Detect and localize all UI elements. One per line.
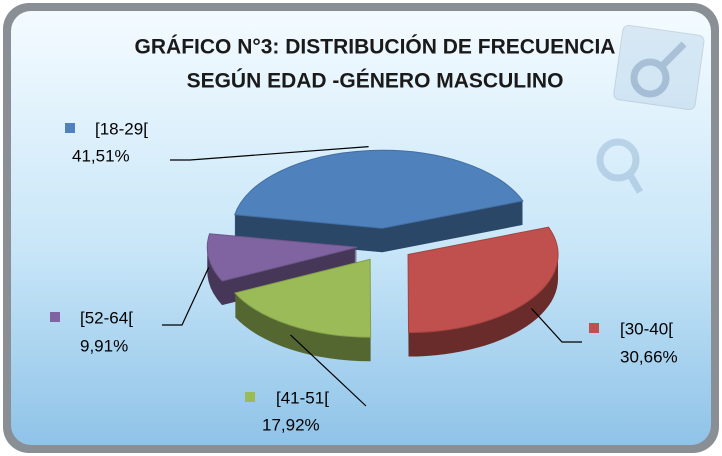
- leader-line: [531, 308, 582, 343]
- legend-swatch: [245, 392, 255, 402]
- legend-swatch: [589, 323, 599, 333]
- slice: [407, 226, 559, 334]
- slice: [234, 149, 524, 229]
- value-label: 41,51%: [72, 146, 130, 165]
- legend-swatch: [65, 123, 75, 133]
- value-label: 30,66%: [620, 347, 678, 366]
- chart-title: SEGÚN EDAD -GÉNERO MASCULINO: [187, 69, 564, 93]
- category-label: [52-64[: [80, 308, 133, 327]
- slice: [206, 233, 358, 282]
- leader-line: [162, 267, 210, 326]
- leader-line: [290, 334, 367, 407]
- value-label: 9,91%: [80, 336, 128, 355]
- leader-line: [170, 146, 369, 161]
- gender-icons: [596, 24, 705, 194]
- category-label: [41-51[: [276, 388, 329, 407]
- category-label: [18-29[: [95, 119, 148, 138]
- legend-swatch: [50, 312, 60, 322]
- category-label: [30-40[: [620, 319, 673, 338]
- slice: [234, 258, 372, 338]
- value-label: 17,92%: [262, 415, 320, 434]
- chart-title: GRÁFICO N°3: DISTRIBUCIÓN DE FRECUENCIA: [135, 35, 616, 59]
